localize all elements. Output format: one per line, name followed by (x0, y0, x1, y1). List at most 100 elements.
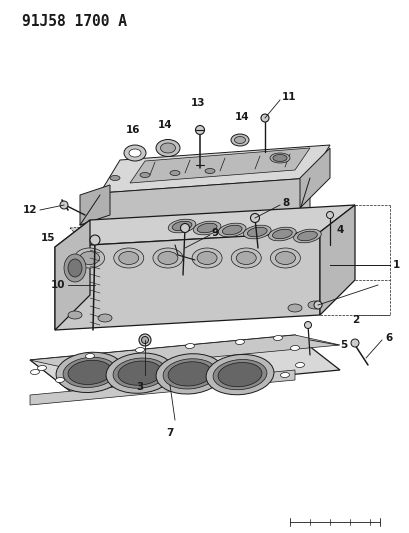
Ellipse shape (170, 171, 180, 175)
Ellipse shape (250, 214, 259, 222)
Ellipse shape (231, 248, 261, 268)
Text: 91J58 1700 A: 91J58 1700 A (22, 14, 127, 29)
Ellipse shape (218, 362, 261, 387)
Ellipse shape (280, 373, 289, 377)
Ellipse shape (180, 223, 189, 232)
Ellipse shape (295, 362, 304, 368)
Ellipse shape (68, 360, 112, 384)
Ellipse shape (230, 134, 248, 146)
Text: 10: 10 (50, 280, 65, 290)
Ellipse shape (273, 335, 282, 341)
FancyBboxPatch shape (133, 278, 173, 302)
Ellipse shape (197, 252, 216, 264)
Ellipse shape (290, 345, 299, 351)
Ellipse shape (156, 354, 223, 394)
Ellipse shape (213, 359, 266, 390)
Ellipse shape (275, 252, 295, 264)
Ellipse shape (129, 149, 141, 157)
Ellipse shape (293, 229, 321, 243)
Ellipse shape (287, 304, 301, 312)
Ellipse shape (243, 215, 255, 221)
Text: 12: 12 (22, 205, 37, 215)
Polygon shape (30, 335, 339, 395)
Polygon shape (70, 213, 319, 243)
Ellipse shape (268, 227, 295, 241)
Polygon shape (80, 185, 110, 225)
FancyBboxPatch shape (186, 278, 226, 302)
Ellipse shape (247, 227, 267, 237)
Ellipse shape (155, 140, 180, 157)
Ellipse shape (270, 248, 300, 268)
Polygon shape (130, 148, 309, 183)
Ellipse shape (297, 231, 317, 241)
Ellipse shape (135, 348, 144, 352)
Ellipse shape (163, 359, 216, 389)
Ellipse shape (206, 354, 273, 395)
Text: 14: 14 (157, 120, 172, 130)
Ellipse shape (168, 219, 196, 233)
Ellipse shape (193, 221, 220, 235)
Ellipse shape (110, 175, 120, 181)
Ellipse shape (261, 114, 268, 122)
FancyBboxPatch shape (238, 278, 278, 302)
Ellipse shape (30, 369, 39, 375)
Text: 9: 9 (211, 228, 218, 238)
Polygon shape (319, 205, 354, 315)
Ellipse shape (160, 143, 175, 153)
Ellipse shape (56, 352, 124, 392)
Text: 3: 3 (136, 382, 143, 392)
Ellipse shape (74, 248, 104, 268)
Ellipse shape (235, 340, 244, 344)
Ellipse shape (222, 225, 241, 235)
Ellipse shape (157, 252, 178, 264)
Text: 1: 1 (392, 260, 399, 270)
Ellipse shape (153, 248, 182, 268)
Ellipse shape (313, 301, 321, 309)
Ellipse shape (124, 145, 146, 161)
Ellipse shape (307, 301, 321, 309)
Polygon shape (100, 145, 329, 193)
Polygon shape (100, 178, 309, 225)
Text: 13: 13 (190, 98, 205, 108)
Ellipse shape (243, 225, 270, 239)
Ellipse shape (204, 168, 214, 174)
Text: 2: 2 (351, 315, 358, 325)
Ellipse shape (326, 212, 333, 219)
Text: 16: 16 (126, 125, 140, 135)
Polygon shape (299, 148, 329, 208)
Ellipse shape (144, 224, 155, 230)
Ellipse shape (272, 229, 292, 239)
Text: 5: 5 (339, 340, 346, 350)
Ellipse shape (304, 321, 311, 328)
Ellipse shape (197, 223, 216, 233)
Ellipse shape (68, 259, 82, 277)
Ellipse shape (168, 362, 211, 386)
Ellipse shape (113, 358, 166, 388)
Ellipse shape (98, 314, 112, 322)
Ellipse shape (63, 357, 117, 387)
Ellipse shape (195, 125, 204, 134)
Text: 6: 6 (384, 333, 391, 343)
Ellipse shape (90, 235, 100, 245)
Ellipse shape (234, 136, 245, 143)
Ellipse shape (60, 201, 68, 209)
Polygon shape (55, 232, 319, 330)
Text: 7: 7 (166, 428, 173, 438)
Ellipse shape (119, 252, 138, 264)
Ellipse shape (118, 361, 162, 385)
Polygon shape (30, 335, 339, 370)
Ellipse shape (85, 353, 94, 359)
Ellipse shape (139, 334, 151, 346)
Ellipse shape (270, 153, 289, 163)
Text: 14: 14 (234, 112, 249, 122)
Ellipse shape (55, 377, 64, 383)
Ellipse shape (218, 223, 245, 237)
Ellipse shape (193, 219, 205, 225)
Text: 15: 15 (40, 233, 55, 243)
Ellipse shape (236, 252, 256, 264)
Ellipse shape (272, 155, 286, 161)
Ellipse shape (288, 212, 300, 218)
Ellipse shape (191, 248, 222, 268)
Ellipse shape (37, 366, 46, 370)
Text: 8: 8 (281, 198, 288, 208)
